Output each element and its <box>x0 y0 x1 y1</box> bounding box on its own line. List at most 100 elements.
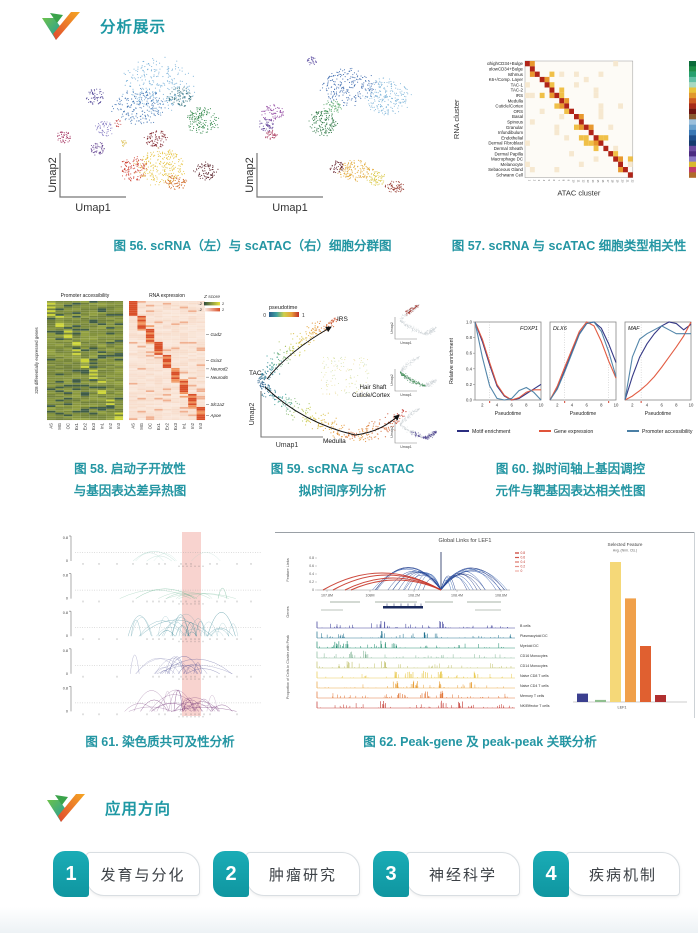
app-number-badge: 4 <box>533 851 569 897</box>
svg-text:Infundibulum: Infundibulum <box>498 130 523 135</box>
svg-text:4: 4 <box>542 180 546 182</box>
section1-title: 分析展示 <box>100 19 167 36</box>
svg-text:Schwann Cell: Schwann Cell <box>496 173 523 178</box>
svg-text:In2: In2 <box>190 422 195 428</box>
svg-text:ATAC cluster: ATAC cluster <box>557 189 601 198</box>
svg-text:Medulla: Medulla <box>323 438 346 445</box>
svg-text:In3: In3 <box>198 422 203 428</box>
svg-text:Promoter accessibility: Promoter accessibility <box>61 293 110 299</box>
svg-text:Ex1: Ex1 <box>156 422 161 430</box>
svg-text:328 differentially expressed g: 328 differentially expressed genes <box>34 326 39 393</box>
svg-text:Umap2: Umap2 <box>249 403 256 426</box>
scatac-umap-plot: Umap1 Umap2 <box>244 56 412 214</box>
svg-text:Hair Shaft: Hair Shaft <box>360 385 387 391</box>
brand-checkmark-icon <box>42 12 80 40</box>
svg-text:MG: MG <box>57 423 62 430</box>
svg-text:Umap1: Umap1 <box>276 442 299 449</box>
svg-text:Medulla: Medulla <box>508 98 524 103</box>
svg-text:OC: OC <box>66 423 71 429</box>
svg-text:7: 7 <box>557 180 561 182</box>
svg-text:TAC-1: TAC-1 <box>511 82 524 87</box>
app-label: 发育与分化 <box>86 852 200 896</box>
svg-text:Neurod6: Neurod6 <box>211 375 229 380</box>
app-item-4: 4 疾病机制 <box>533 851 680 897</box>
fig57-correlation-heatmap: αhighCD34+Bulge αlowCD34+Bulge Isthmus K6+/… <box>445 53 698 226</box>
app-number-badge: 3 <box>373 851 409 897</box>
svg-text:Ex2: Ex2 <box>82 422 87 430</box>
svg-text:Dermal Papilla: Dermal Papilla <box>494 151 523 156</box>
svg-text:13: 13 <box>586 180 590 183</box>
svg-text:In2: In2 <box>108 422 113 428</box>
svg-text:OC: OC <box>148 423 153 429</box>
fig56-left-umap: Umap1 Umap2 <box>40 45 240 228</box>
svg-text:Ex1: Ex1 <box>74 422 79 430</box>
fig60-line-charts: FOXP1 2 4 6 8 10 Pseudotime DLX6 2 4 6 8 10 Pseudotim… <box>443 310 698 445</box>
app-number-badge: 2 <box>213 851 249 897</box>
app-item-2: 2 肿瘤研究 <box>213 851 360 897</box>
svg-text:Dermal Sheath: Dermal Sheath <box>494 146 524 151</box>
svg-text:AS: AS <box>131 423 136 429</box>
fig58-heatmap: Promoter accessibility RNA expression AS MG… <box>30 290 230 460</box>
fig59-caption: 图 59. scRNA 与 scATAC 拟时间序列分析 <box>270 462 415 498</box>
svg-text:Cuticle/Cortex: Cuticle/Cortex <box>495 104 523 109</box>
svg-text:Ex3: Ex3 <box>173 422 178 430</box>
svg-text:3: 3 <box>537 180 541 182</box>
svg-text:Spinous: Spinous <box>507 120 524 125</box>
svg-text:Basal: Basal <box>512 114 523 119</box>
svg-text:5: 5 <box>547 180 551 182</box>
svg-text:TAC-2: TAC-2 <box>511 88 524 93</box>
svg-text:Umap1: Umap1 <box>272 202 307 214</box>
svg-text:Neurod2: Neurod2 <box>211 366 229 371</box>
svg-text:2: 2 <box>222 301 225 306</box>
app-number-badge: 1 <box>53 851 89 897</box>
fig59-pseudotime: pseudotime 0 1 TAC IRS Hair Shaft Cuticle/Cort… <box>245 295 440 460</box>
section2-title: 应用方向 <box>105 801 172 818</box>
svg-text:Apoe: Apoe <box>210 413 222 418</box>
coaccessibility-arcs-plot: 0.800.800.800.800.80 <box>63 532 261 718</box>
svg-text:In3: In3 <box>116 422 121 428</box>
svg-text:K6+/Comp. Layer: K6+/Comp. Layer <box>489 77 524 82</box>
app-item-1: 1 发育与分化 <box>53 851 200 897</box>
svg-text:2: 2 <box>222 307 225 312</box>
svg-text:Sebaceous Gland: Sebaceous Gland <box>488 167 523 172</box>
app-label: 疾病机制 <box>566 852 680 896</box>
svg-text:2: 2 <box>532 180 536 182</box>
fig57-caption: 图 57. scRNA 与 scATAC 细胞类型相关性 <box>451 239 687 253</box>
svg-text:14: 14 <box>591 180 595 183</box>
svg-text:Umap2: Umap2 <box>244 157 256 192</box>
svg-text:Gad2: Gad2 <box>211 332 223 337</box>
svg-text:Gria3: Gria3 <box>211 358 223 363</box>
app-label: 神经科学 <box>406 852 520 896</box>
svg-text:17: 17 <box>606 180 610 183</box>
section2-header: 应用方向 <box>45 792 171 824</box>
svg-text:In1: In1 <box>99 422 104 428</box>
svg-text:RNA expression: RNA expression <box>149 293 185 299</box>
svg-text:AS: AS <box>49 423 54 429</box>
svg-text:1: 1 <box>527 180 531 182</box>
svg-text:8: 8 <box>562 180 566 182</box>
scrna-umap-plot: Umap1 Umap2 <box>47 56 220 214</box>
svg-text:16: 16 <box>601 180 605 183</box>
svg-text:Melanocyte: Melanocyte <box>501 162 524 167</box>
svg-text:Z score: Z score <box>203 294 220 300</box>
svg-text:Granular: Granular <box>506 125 524 130</box>
fig56-right-umap: Umap1 Umap2 <box>237 45 437 228</box>
svg-text:6: 6 <box>552 180 556 182</box>
svg-text:10: 10 <box>572 180 576 183</box>
svg-text:11: 11 <box>576 180 580 183</box>
correlation-heatmap-plot: αhighCD34+BulgeαlowCD34+BulgeIsthmusK6+/… <box>452 60 696 198</box>
applications-row: 1 发育与分化 2 肿瘤研究 3 神经科学 4 疾病机制 <box>0 851 698 901</box>
svg-text:Endothelial: Endothelial <box>501 135 523 140</box>
svg-text:12: 12 <box>581 180 585 183</box>
svg-text:Ex3: Ex3 <box>91 422 96 430</box>
brand-checkmark-icon <box>47 794 85 822</box>
section1-header: 分析展示 <box>40 10 166 42</box>
page-bottom-band <box>0 907 698 933</box>
fig62-caption: 图 62. Peak-gene 及 peak-peak 关联分析 <box>363 735 597 749</box>
fig61-caption: 图 61. 染色质共可及性分析 <box>85 735 235 749</box>
fig62-peak-links: Global Links for LEF1 0.8 0.6 0.4 0.2 0 Featur… <box>275 532 695 723</box>
svg-text:αlowCD34+Bulge: αlowCD34+Bulge <box>489 67 524 72</box>
svg-text:20: 20 <box>621 180 625 183</box>
